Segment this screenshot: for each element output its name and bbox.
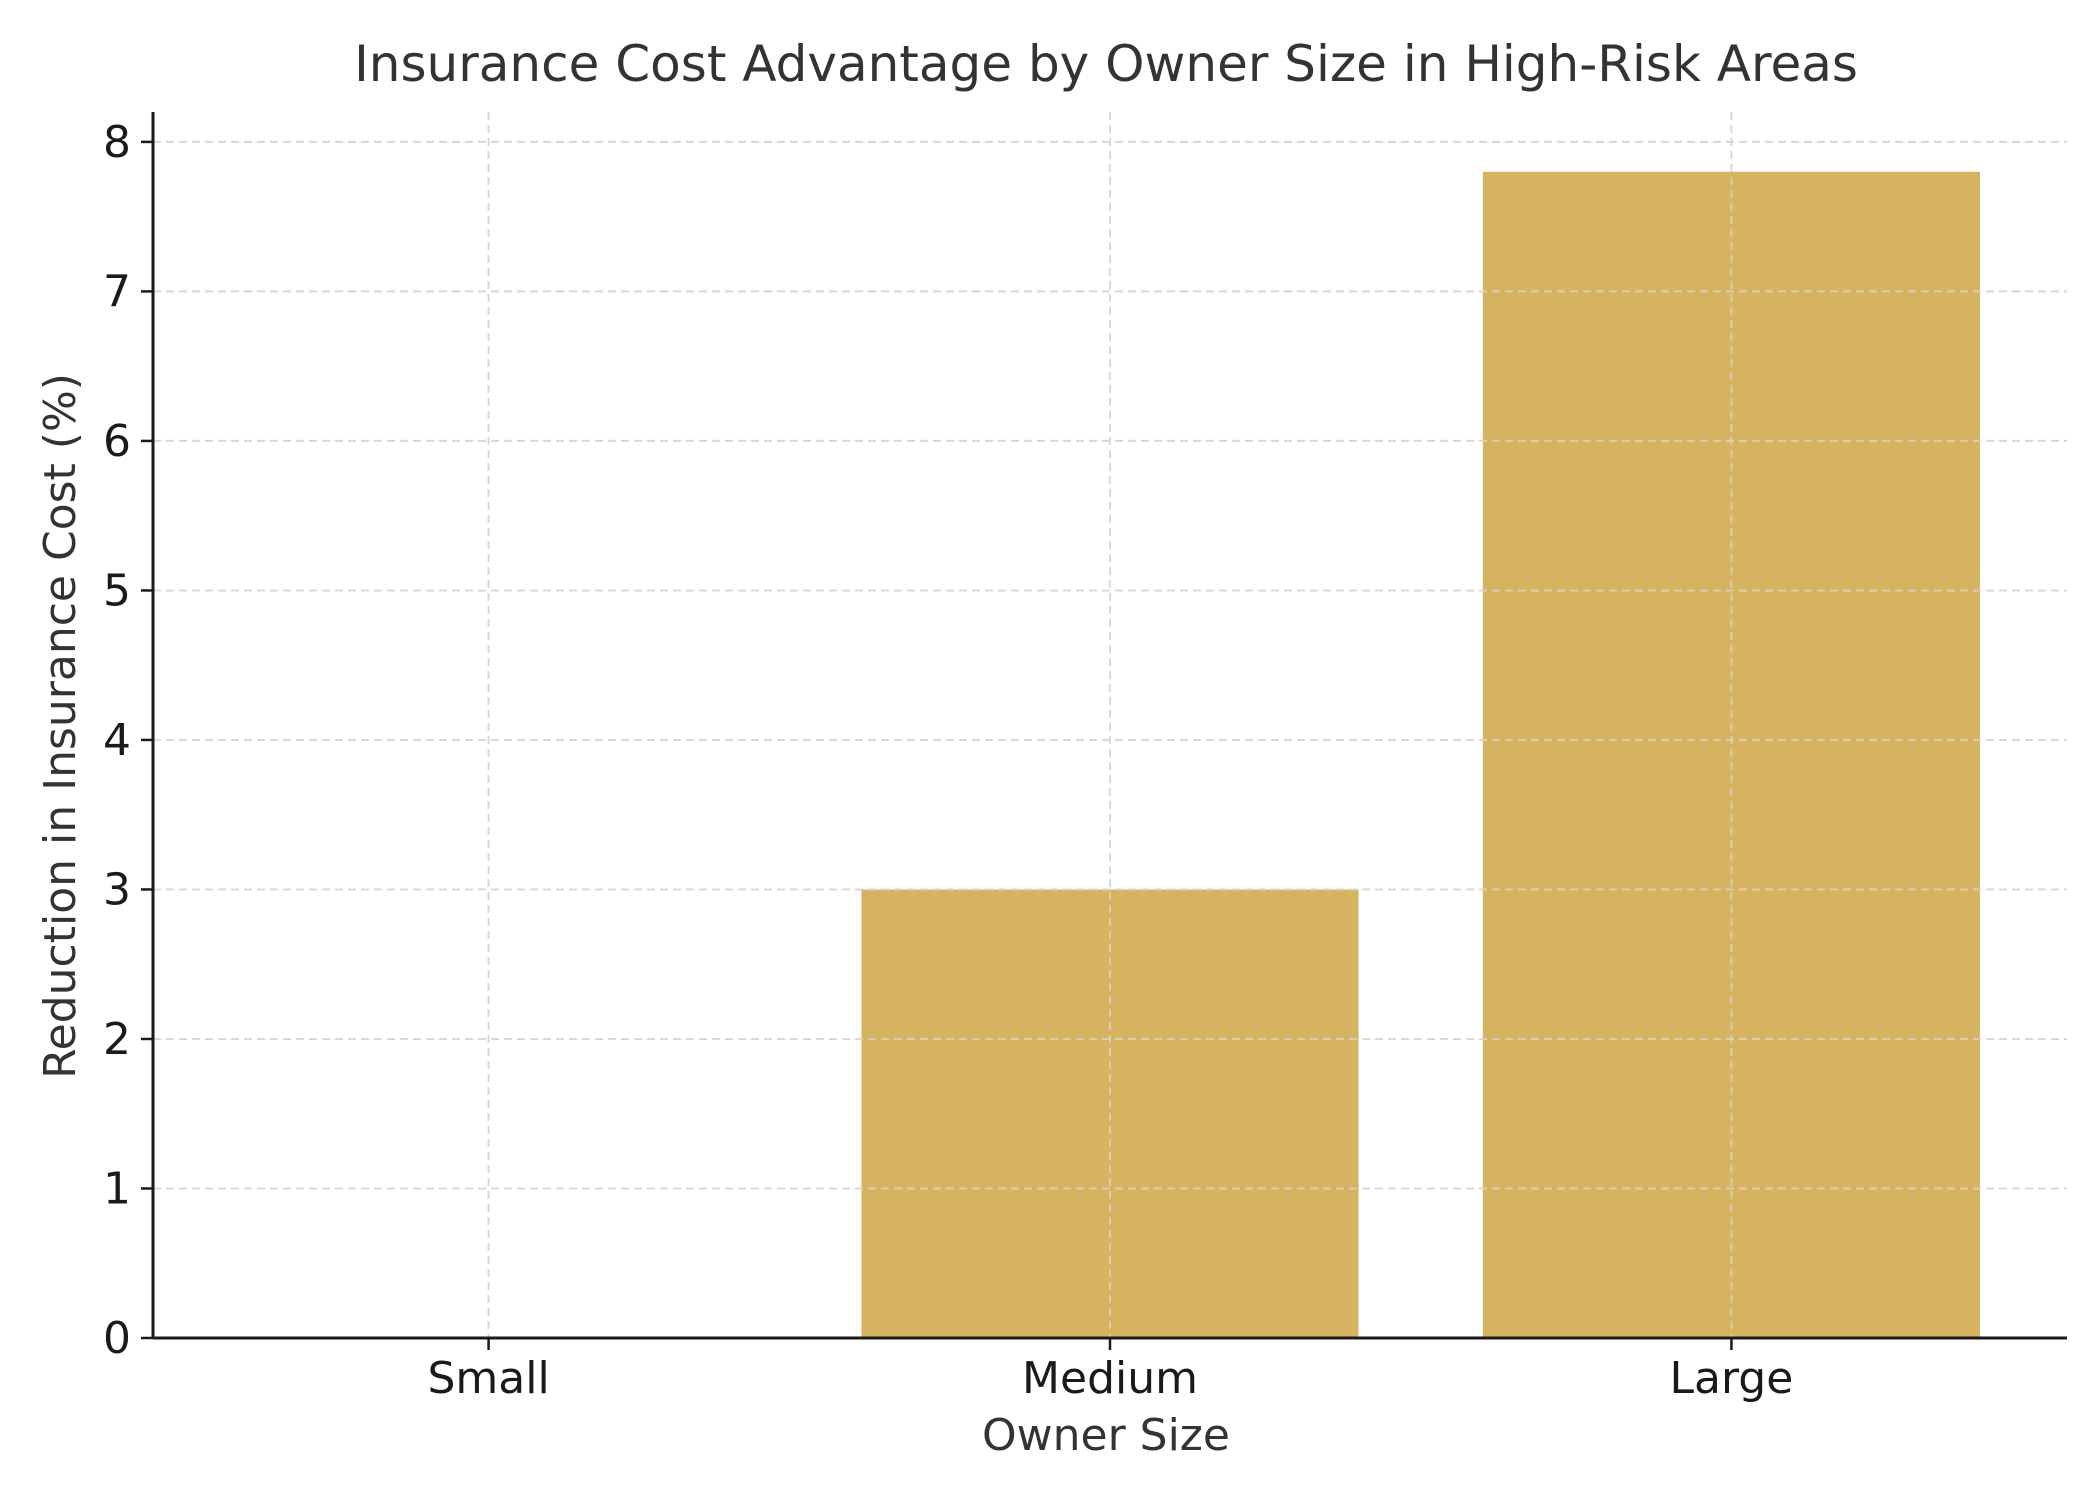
x-tick-label: Medium <box>1022 1353 1198 1404</box>
y-tick-label: 4 <box>103 715 131 766</box>
y-tick-label: 7 <box>103 266 131 317</box>
x-axis-label: Owner Size <box>982 1410 1230 1461</box>
x-tick-label: Large <box>1670 1353 1794 1404</box>
y-tick-label: 3 <box>103 864 131 915</box>
bar-layer <box>153 112 2067 1338</box>
y-tick-label: 0 <box>103 1313 131 1364</box>
x-tick-label: Small <box>427 1353 549 1404</box>
y-tick-label: 1 <box>103 1163 131 1214</box>
y-tick-label: 8 <box>103 117 131 168</box>
y-axis-label: Reduction in Insurance Cost (%) <box>35 373 86 1079</box>
y-tick-label: 5 <box>103 565 131 616</box>
chart-title: Insurance Cost Advantage by Owner Size i… <box>354 35 1858 93</box>
y-tick-label: 2 <box>103 1014 131 1065</box>
y-tick-label: 6 <box>103 416 131 467</box>
